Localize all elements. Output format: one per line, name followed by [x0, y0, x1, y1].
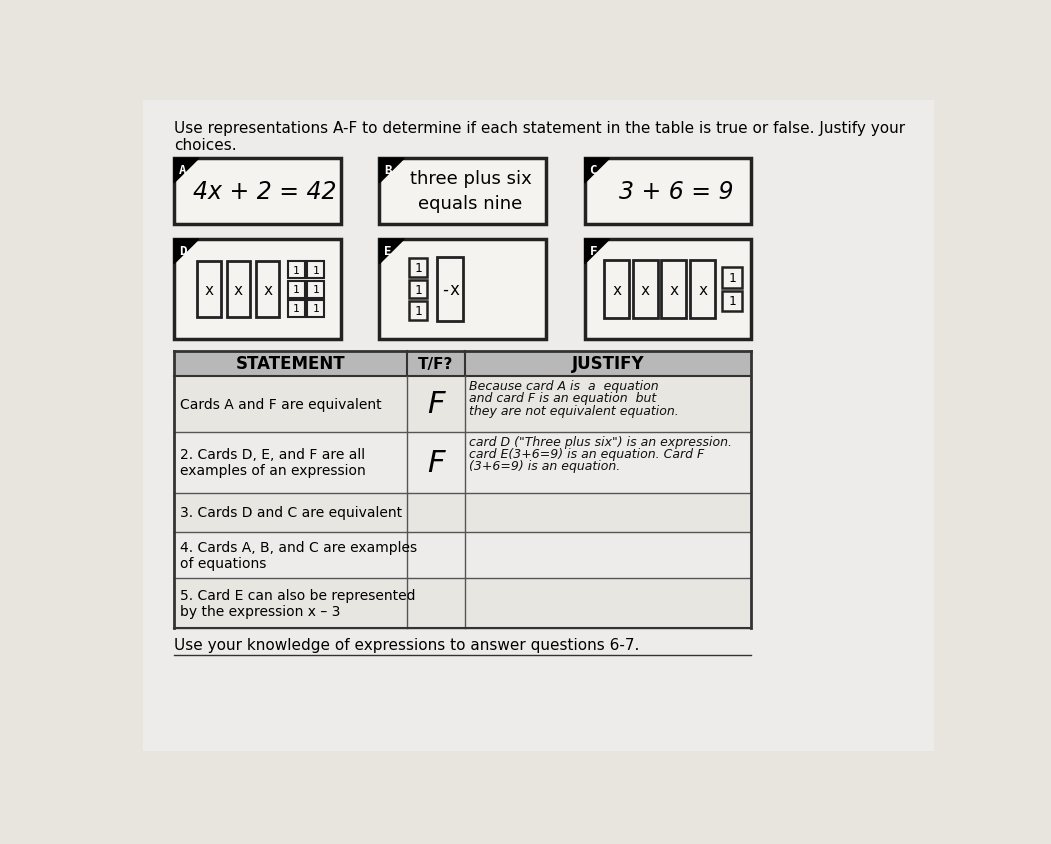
Bar	[174, 432, 751, 494]
Text: 3 + 6 = 9: 3 + 6 = 9	[619, 180, 733, 203]
Bar	[174, 240, 341, 339]
Text: T/F?: T/F?	[418, 356, 453, 371]
Text: card E(3+6=9) is an equation. Card F: card E(3+6=9) is an equation. Card F	[470, 447, 704, 460]
Bar	[227, 262, 250, 317]
Bar	[437, 258, 463, 322]
Text: Cards A and F are equivalent: Cards A and F are equivalent	[180, 398, 382, 411]
Bar	[198, 262, 221, 317]
Polygon shape	[174, 159, 199, 184]
Text: card D ("Three plus six") is an expression.: card D ("Three plus six") is an expressi…	[470, 435, 733, 448]
Text: 5. Card E can also be represented
by the expression x – 3: 5. Card E can also be represented by the…	[180, 588, 416, 618]
Bar	[307, 281, 325, 298]
Text: 1: 1	[414, 284, 421, 296]
Bar	[409, 259, 428, 278]
Bar	[307, 262, 325, 279]
Bar	[722, 291, 742, 311]
Text: A: A	[179, 164, 186, 176]
Text: E: E	[384, 244, 392, 257]
Text: JUSTIFY: JUSTIFY	[572, 355, 644, 373]
Bar	[633, 261, 658, 318]
Text: x: x	[204, 282, 213, 297]
Bar	[174, 494, 751, 532]
Text: STATEMENT: STATEMENT	[235, 355, 345, 373]
Polygon shape	[584, 240, 610, 264]
Polygon shape	[584, 159, 610, 184]
Text: 2. Cards D, E, and F are all
examples of an expression: 2. Cards D, E, and F are all examples of…	[180, 447, 366, 478]
Polygon shape	[379, 240, 405, 264]
Text: 1: 1	[728, 295, 736, 308]
Text: x: x	[612, 282, 621, 297]
Bar	[174, 578, 751, 628]
Text: x: x	[263, 282, 272, 297]
Text: D: D	[179, 244, 186, 257]
Text: C: C	[590, 164, 597, 176]
Text: 4x + 2 = 42: 4x + 2 = 42	[193, 180, 336, 203]
Text: x: x	[641, 282, 650, 297]
Text: 3. Cards D and C are equivalent: 3. Cards D and C are equivalent	[180, 506, 403, 520]
Bar	[691, 261, 715, 318]
Text: 1: 1	[293, 284, 300, 295]
Text: 1: 1	[312, 304, 320, 314]
Text: they are not equivalent equation.: they are not equivalent equation.	[470, 404, 679, 417]
Bar	[409, 280, 428, 299]
Bar	[584, 240, 751, 339]
Text: x: x	[233, 282, 243, 297]
Text: and card F is an equation  but: and card F is an equation but	[470, 392, 657, 405]
Bar	[256, 262, 280, 317]
Text: Because card A is  a  equation: Because card A is a equation	[470, 380, 659, 392]
Bar	[174, 351, 751, 376]
Text: 1: 1	[414, 262, 421, 274]
Text: x: x	[669, 282, 679, 297]
Text: 4. Cards A, B, and C are examples
of equations: 4. Cards A, B, and C are examples of equ…	[180, 540, 417, 571]
Bar	[661, 261, 686, 318]
Bar	[722, 268, 742, 288]
Bar	[174, 376, 751, 432]
Text: 1: 1	[293, 304, 300, 314]
Bar	[174, 532, 751, 578]
Bar	[307, 300, 325, 317]
Polygon shape	[379, 159, 405, 184]
Text: F: F	[590, 244, 597, 257]
Bar	[379, 240, 547, 339]
Polygon shape	[174, 240, 199, 264]
Bar	[288, 300, 305, 317]
Text: 1: 1	[414, 305, 421, 317]
Bar	[584, 159, 751, 225]
Text: 1: 1	[312, 266, 320, 275]
Text: -x: -x	[440, 281, 460, 299]
Bar	[288, 281, 305, 298]
Text: x: x	[698, 282, 707, 297]
Text: Use your knowledge of expressions to answer questions 6-7.: Use your knowledge of expressions to ans…	[174, 637, 639, 652]
Text: Use representations A-F to determine if each statement in the table is true or f: Use representations A-F to determine if …	[174, 121, 905, 153]
Text: 1: 1	[293, 266, 300, 275]
Text: F: F	[427, 448, 445, 477]
Bar	[409, 302, 428, 321]
Bar	[379, 159, 547, 225]
Bar	[288, 262, 305, 279]
Text: 1: 1	[312, 284, 320, 295]
Text: three plus six
equals nine: three plus six equals nine	[410, 170, 532, 214]
Text: (3+6=9) is an equation.: (3+6=9) is an equation.	[470, 460, 620, 473]
Text: 1: 1	[728, 272, 736, 284]
Text: F: F	[427, 390, 445, 419]
Text: B: B	[384, 164, 392, 176]
Bar	[604, 261, 628, 318]
Bar	[174, 159, 341, 225]
